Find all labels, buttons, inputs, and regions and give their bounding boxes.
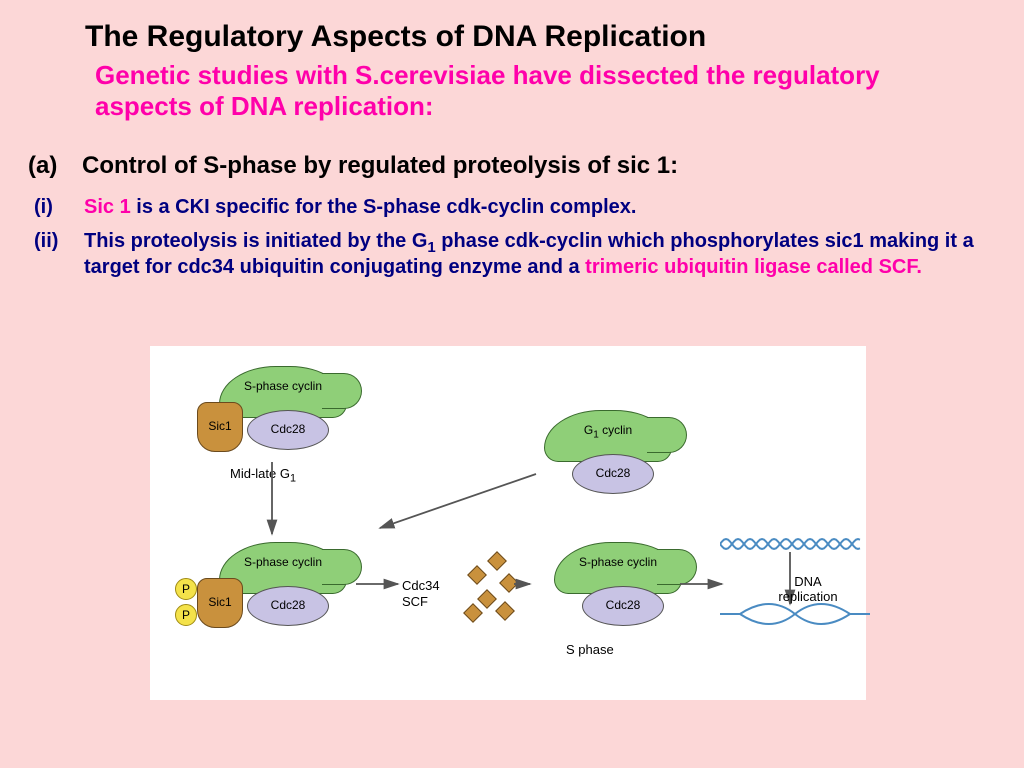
section-a: (a)Control of S-phase by regulated prote…: [28, 152, 988, 180]
point-ii-marker: (ii): [34, 230, 84, 253]
page-title: The Regulatory Aspects of DNA Replicatio…: [85, 20, 706, 54]
diagram-panel: S-phase cyclinCdc28Sic1Mid-late G1G1 cyc…: [150, 346, 866, 700]
page-subtitle: Genetic studies with S.cerevisiae have d…: [95, 60, 955, 122]
point-i-rest: is a CKI specific for the S-phase cdk-cy…: [131, 196, 637, 218]
point-i-pink: Sic 1: [84, 196, 131, 218]
dna-replication-label: DNAreplication: [768, 574, 848, 604]
point-i-marker: (i): [34, 196, 84, 219]
point-ii-pink: trimeric ubiquitin ligase called SCF: [585, 256, 916, 278]
point-ii-sub: 1: [427, 239, 435, 256]
section-a-text: Control of S-phase by regulated proteoly…: [82, 152, 678, 179]
section-a-marker: (a): [28, 152, 82, 180]
point-ii-dot: .: [916, 256, 922, 278]
point-ii-text-a: This proteolysis is initiated by the G: [84, 230, 427, 252]
point-ii: (ii)This proteolysis is initiated by the…: [34, 230, 994, 279]
arrow-a2: [380, 474, 536, 528]
point-i: (i)Sic 1 is a CKI specific for the S-pha…: [34, 196, 994, 219]
